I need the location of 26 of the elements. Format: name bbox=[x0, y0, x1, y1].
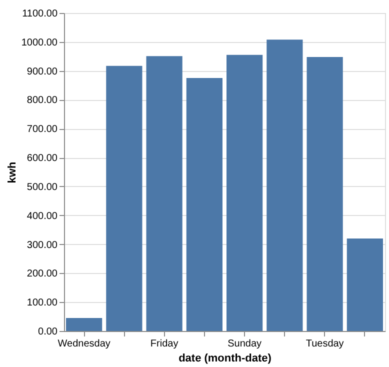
y-tick-label: 500.00 bbox=[26, 182, 58, 193]
bar bbox=[66, 318, 102, 331]
bar bbox=[346, 238, 383, 331]
bar bbox=[106, 66, 142, 331]
y-tick-label: 600.00 bbox=[26, 153, 58, 164]
x-tick-label: Sunday bbox=[228, 338, 262, 350]
bar bbox=[266, 40, 303, 331]
x-tick-label: Wednesday bbox=[58, 338, 110, 350]
y-axis-title: kwh bbox=[6, 162, 18, 184]
y-tick-label: 1000.00 bbox=[21, 37, 58, 48]
y-tick-label: 900.00 bbox=[26, 66, 58, 78]
bar bbox=[306, 56, 343, 331]
y-tick-label: 1100.00 bbox=[22, 8, 58, 20]
bar bbox=[186, 78, 222, 331]
y-tick-label: 0.00 bbox=[38, 326, 58, 338]
x-axis-title: date (month-date) bbox=[178, 352, 272, 364]
x-tick-label: Friday bbox=[150, 338, 178, 350]
y-tick-label: 800.00 bbox=[26, 95, 58, 106]
y-tick-label: 200.00 bbox=[26, 268, 58, 280]
bar bbox=[226, 54, 263, 331]
x-tick-label: Tuesday bbox=[306, 338, 344, 350]
y-tick-label: 100.00 bbox=[26, 298, 58, 309]
bar bbox=[146, 56, 182, 331]
y-tick-label: 300.00 bbox=[26, 240, 58, 251]
y-tick-label: 700.00 bbox=[26, 124, 58, 136]
y-tick-label: 400.00 bbox=[26, 210, 58, 222]
